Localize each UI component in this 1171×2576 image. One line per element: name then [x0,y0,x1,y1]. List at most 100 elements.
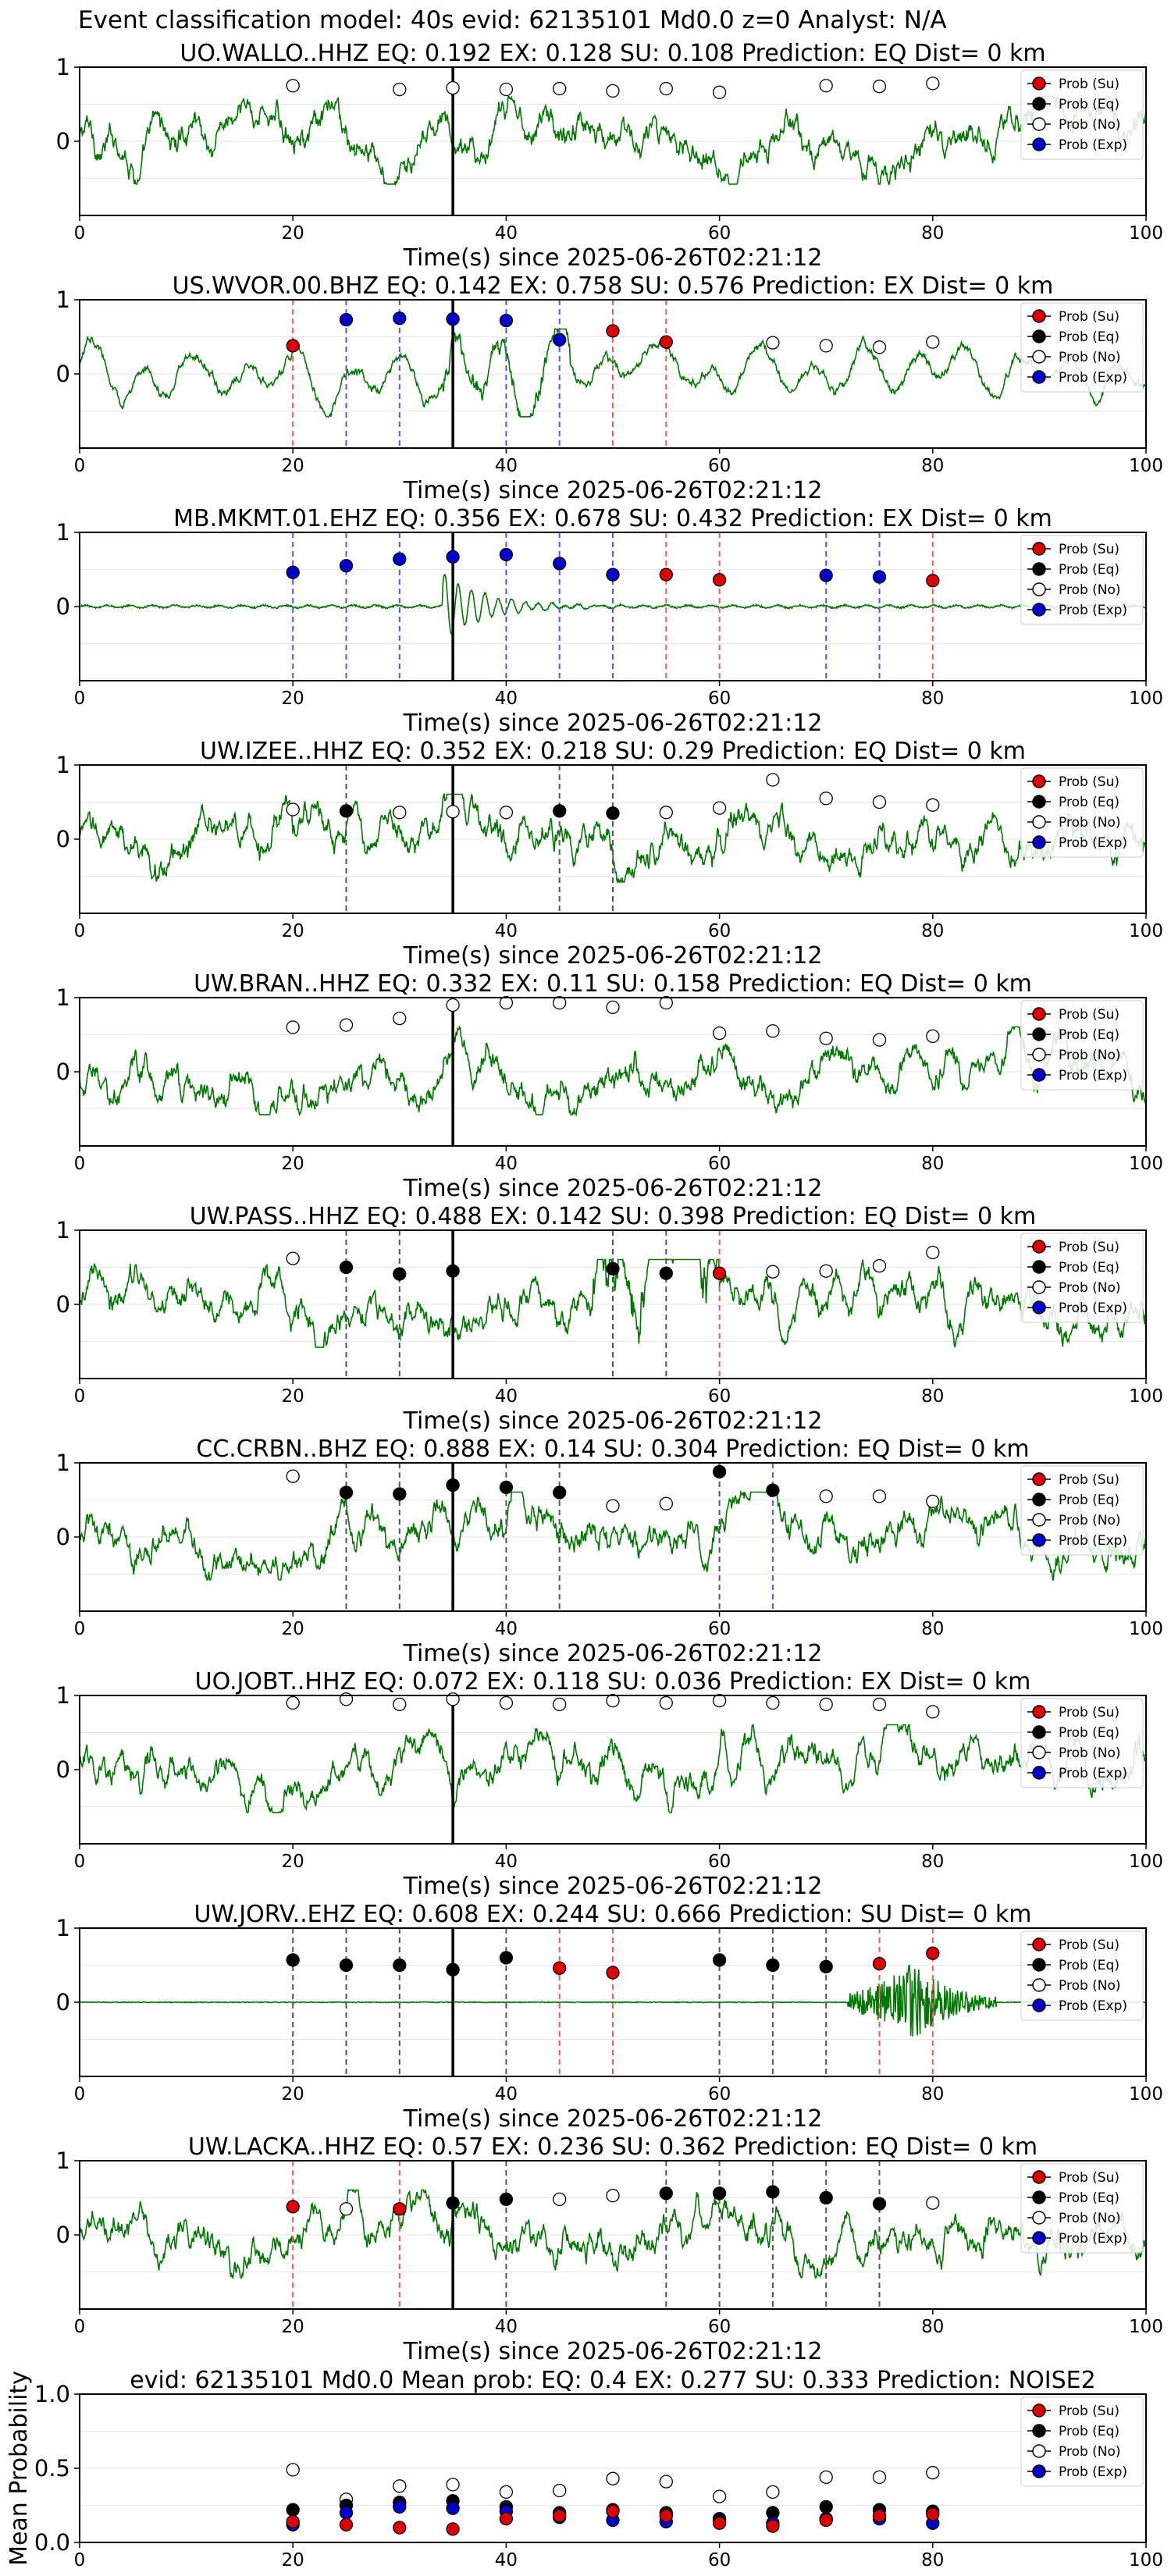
prob-point-eq [446,2196,460,2210]
legend-label-exp: Prob (Exp) [1059,1068,1127,1083]
mean-point-no [499,2485,514,2500]
x-tick-label: 0 [74,456,86,476]
legend-box [1020,1233,1144,1323]
prob-point-no [766,336,780,350]
waveform-trace [79,1489,1147,1581]
legend-label-no: Prob (No) [1059,582,1121,598]
x-tick-label: 60 [708,1386,731,1407]
waveform-trace [79,1025,1147,1117]
y-tick-label: 1 [56,984,70,1011]
x-tick-label: 40 [495,1386,518,1407]
y-tick-label: 0 [56,1291,70,1318]
panel-title: CC.CRBN..BHZ EQ: 0.888 EX: 0.14 SU: 0.30… [196,1436,1029,1463]
x-tick-label: 40 [495,2550,518,2571]
figure-suptitle: Event classification model: 40s evid: 62… [78,6,947,34]
legend-marker-no [1032,1978,1046,1992]
mean-point-exp [393,2500,407,2514]
x-tick-label: 40 [495,1154,518,1174]
panel-UW.BRAN..HHZ: UW.BRAN..HHZ EQ: 0.332 EX: 0.11 SU: 0.15… [56,970,1163,1202]
legend-label-no: Prob (No) [1059,1513,1121,1528]
prob-point-eq [393,1487,407,1501]
y-tick-label: 1 [56,54,70,80]
y-tick-label: 1 [56,1682,70,1709]
x-tick-label: 0 [74,1386,86,1407]
legend-label-no: Prob (No) [1059,1048,1121,1063]
prob-point-eq [339,1260,354,1275]
legend-box [1020,767,1144,858]
y-tick-label: 1 [56,2147,70,2174]
y-tick-label: 1 [56,519,70,546]
x-axis-label: Time(s) since 2025-06-26T02:21:12 [403,2105,823,2133]
y-tick-label: 0 [56,2222,70,2248]
x-axis-label: Time(s) since 2025-06-26T02:21:12 [403,1873,823,1900]
x-axis-label: Time(s) since 2025-06-26T02:21:12 [403,2338,823,2365]
prob-point-su [393,2202,407,2216]
prob-point-no [553,1697,567,1712]
x-axis-label: Time(s) since 2025-06-26T02:21:12 [403,1640,823,1667]
legend-marker-no [1032,582,1046,596]
prob-point-eq [606,806,620,820]
mean-point-su [712,2516,727,2530]
legend-label-eq: Prob (Eq) [1059,562,1119,578]
prob-point-no [499,806,514,820]
legend-label-no: Prob (No) [1059,2444,1121,2460]
prob-point-no [712,85,727,99]
prob-point-no [712,1026,727,1041]
legend-label-su: Prob (Su) [1059,2170,1119,2186]
prob-point-no [872,340,887,354]
prob-point-no [606,1693,620,1708]
x-tick-label: 40 [495,921,518,941]
x-tick-label: 0 [74,223,86,244]
panel-UO.WALLO..HHZ: UO.WALLO..HHZ EQ: 0.192 EX: 0.128 SU: 0.… [56,40,1163,272]
x-tick-label: 40 [495,456,518,476]
mean-point-no [926,2466,940,2480]
prob-point-eq [339,1958,354,1973]
prob-point-su [606,324,620,338]
prob-point-eq [766,1483,780,1497]
y-tick-label: 0 [56,826,70,852]
panel-title: UW.IZEE..HHZ EQ: 0.352 EX: 0.218 SU: 0.2… [200,738,1026,765]
legend-marker-eq [1032,562,1046,576]
x-tick-label: 80 [921,1619,944,1639]
legend-label-no: Prob (No) [1059,1978,1121,1994]
prob-point-eq [606,1261,620,1276]
prob-point-eq [393,1958,407,1973]
x-axis-label: Time(s) since 2025-06-26T02:21:12 [403,710,823,737]
prob-point-exp [553,333,567,347]
waveform-trace [79,1964,1147,2037]
x-tick-label: 0 [74,688,86,709]
prob-point-no [659,996,673,1010]
y-tick-label: 0 [56,361,70,387]
prob-point-eq [446,1264,460,1278]
prob-point-no [819,339,833,353]
legend-marker-eq [1032,1725,1046,1739]
x-tick-label: 80 [921,1852,944,1872]
panel-title: UO.JOBT..HHZ EQ: 0.072 EX: 0.118 SU: 0.0… [195,1668,1031,1695]
x-tick-label: 60 [708,921,731,941]
legend-label-eq: Prob (Eq) [1059,1493,1119,1508]
mean-point-su [606,2504,620,2518]
mean-point-su [819,2513,833,2528]
legend-label-exp: Prob (Exp) [1059,2464,1127,2480]
x-tick-label: 0 [74,1852,86,1872]
legend-label-eq: Prob (Eq) [1059,2424,1119,2439]
x-tick-label: 20 [282,2084,304,2105]
prob-point-no [553,996,567,1010]
x-tick-label: 60 [708,2550,731,2571]
x-tick-label: 20 [282,1386,304,1407]
panel-title: UO.WALLO..HHZ EQ: 0.192 EX: 0.128 SU: 0.… [180,40,1045,67]
panel-title: MB.MKMT.01.EHZ EQ: 0.356 EX: 0.678 SU: 0… [173,505,1052,532]
x-tick-label: 20 [282,456,304,476]
legend-marker-su [1032,2170,1046,2184]
prob-point-no [499,996,514,1010]
x-tick-label: 80 [921,1386,944,1407]
prob-point-su [286,339,300,353]
x-tick-label: 80 [921,921,944,941]
prob-point-no [393,1011,407,1026]
y-tick-label: 1 [56,1450,70,1476]
x-tick-label: 60 [708,2084,731,2105]
prob-point-su [712,573,727,587]
legend-marker-exp [1032,1068,1046,1082]
prob-point-eq [659,2186,673,2201]
x-axis-label: Time(s) since 2025-06-26T02:21:12 [403,1407,823,1435]
